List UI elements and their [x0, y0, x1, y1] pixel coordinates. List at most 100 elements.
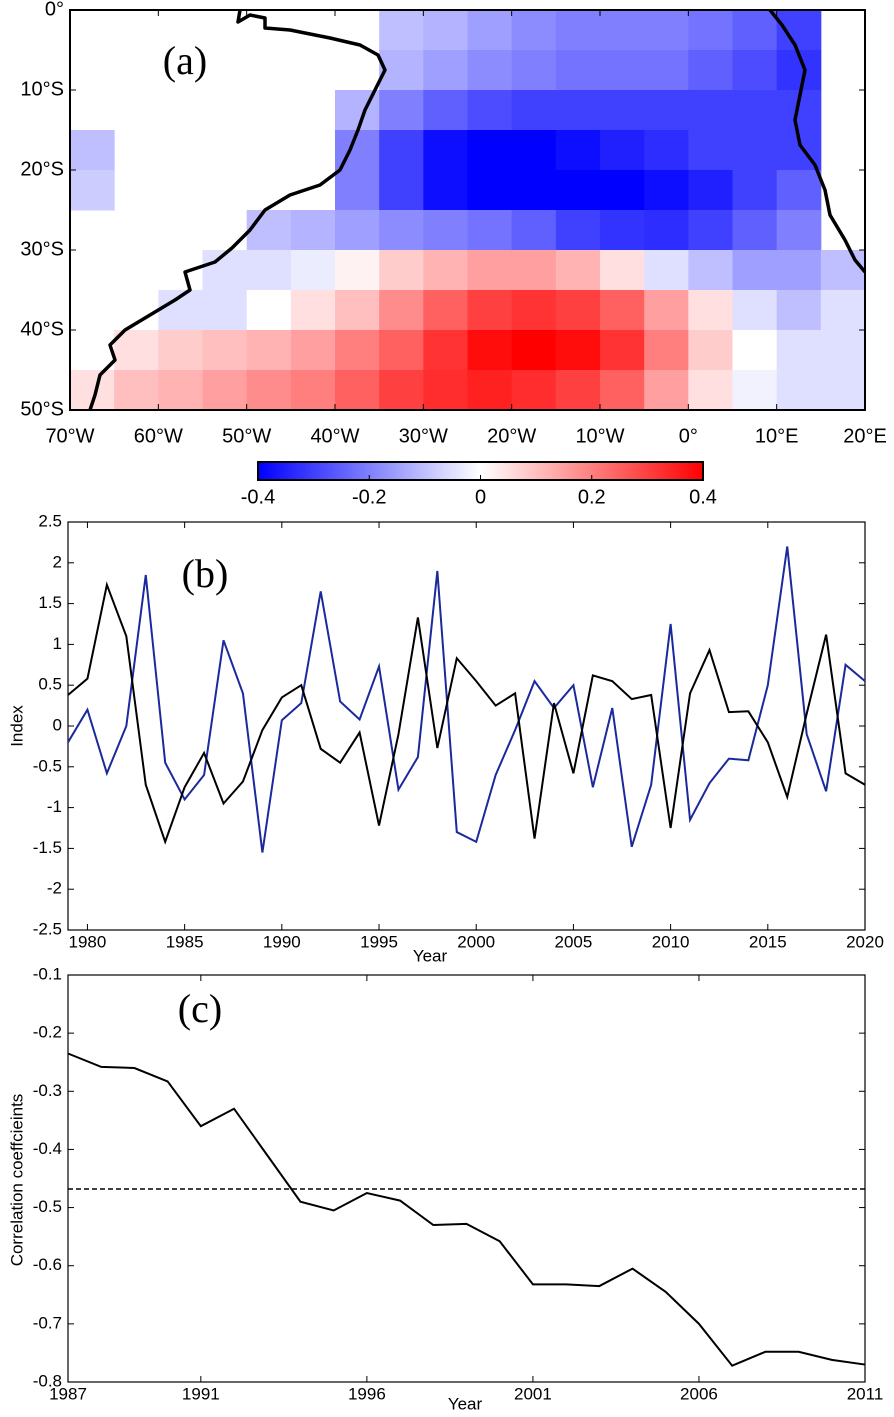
y-tick-label: -2.5: [33, 919, 62, 938]
heat-cell: [555, 370, 601, 411]
x-axis-label: Year: [448, 1394, 483, 1413]
heat-cell: [379, 330, 424, 371]
heat-cell: [379, 170, 424, 211]
heat-cell: [688, 290, 733, 331]
heat-cell: [467, 330, 513, 371]
heat-cell: [820, 330, 866, 371]
heat-cell: [732, 170, 778, 211]
heat-cell: [688, 50, 733, 91]
heat-cell: [600, 170, 645, 211]
heat-cell: [555, 290, 601, 331]
heat-cell: [820, 370, 866, 411]
heat-cell: [379, 290, 424, 331]
heat-cell: [423, 90, 468, 131]
heat-cell: [776, 290, 822, 331]
y-tick-label: -2: [47, 879, 62, 898]
y-tick-label: 10°S: [20, 78, 64, 100]
heat-cell: [776, 170, 822, 211]
heat-cell: [555, 130, 601, 171]
y-tick-label: -0.4: [33, 1139, 62, 1158]
heat-cell: [600, 290, 645, 331]
heat-cell: [114, 330, 159, 371]
heat-cell: [379, 210, 424, 251]
heat-cell: [688, 130, 733, 171]
heat-cell: [379, 250, 424, 291]
heat-cell: [290, 370, 336, 411]
x-tick-label: 1990: [263, 932, 301, 951]
x-tick-label: 40°W: [310, 425, 359, 447]
y-tick-label: -0.5: [33, 1197, 62, 1216]
x-tick-label: 2011: [847, 1384, 884, 1403]
y-tick-label: 1.5: [38, 593, 62, 612]
heat-cell: [379, 370, 424, 411]
heat-cell: [688, 330, 733, 371]
heat-cell: [467, 10, 513, 51]
heat-cell: [600, 370, 645, 411]
heat-cell: [600, 130, 645, 171]
heat-cell: [600, 10, 645, 51]
heat-cell: [644, 290, 689, 331]
heat-cell: [600, 50, 645, 91]
heat-cell: [688, 10, 733, 51]
heat-cell: [467, 170, 513, 211]
x-tick-label: 1991: [182, 1384, 220, 1403]
y-tick-label: 1: [53, 634, 62, 653]
heat-cell: [246, 250, 292, 291]
y-tick-label: -0.2: [33, 1023, 62, 1042]
x-tick-label: 1987: [49, 1384, 87, 1403]
heat-cell: [70, 170, 115, 211]
plot-frame: [69, 9, 866, 411]
heat-cell: [114, 370, 159, 411]
heat-cell: [732, 90, 778, 131]
heat-cell: [467, 50, 513, 91]
y-tick-label: -0.8: [33, 1371, 62, 1390]
heat-cell: [688, 370, 733, 411]
heat-cell: [290, 250, 336, 291]
y-axis-label: Index: [7, 705, 26, 747]
heat-cell: [555, 90, 601, 131]
heat-cell: [555, 10, 601, 51]
x-tick-label: 2000: [457, 932, 495, 951]
heat-cell: [776, 250, 822, 291]
heat-cell: [379, 130, 424, 171]
colorbar-tick-label: 0.4: [689, 486, 717, 508]
heat-cell: [688, 250, 733, 291]
heat-cell: [644, 10, 689, 51]
heat-cell: [202, 250, 248, 291]
heat-cell: [555, 330, 601, 371]
heat-cell: [423, 50, 468, 91]
heat-cell: [732, 130, 778, 171]
heat-cell: [290, 290, 336, 331]
heat-cell: [158, 370, 203, 411]
heat-cell: [511, 50, 557, 91]
heat-cell: [732, 210, 778, 251]
line-series: [67, 1052, 866, 1367]
heat-cell: [600, 90, 645, 131]
heat-cell: [732, 290, 778, 331]
y-tick-label: -0.3: [33, 1081, 62, 1100]
heat-cell: [511, 10, 557, 51]
heat-cell: [70, 130, 115, 171]
x-tick-label: 2020: [846, 932, 884, 951]
x-tick-label: 2010: [652, 932, 690, 951]
heat-cell: [776, 210, 822, 251]
heat-cell: [820, 250, 866, 291]
x-tick-label: 1996: [348, 1384, 386, 1403]
heat-cell: [644, 130, 689, 171]
colorbar-tick-label: 0: [475, 486, 486, 508]
y-tick-label: -0.5: [33, 756, 62, 775]
y-tick-label: -1.5: [33, 838, 62, 857]
heat-cell: [202, 370, 248, 411]
heat-cell: [467, 250, 513, 291]
heat-cell: [290, 330, 336, 371]
y-tick-label: -0.6: [33, 1255, 62, 1274]
y-tick-label: 20°S: [20, 158, 64, 180]
heat-cell: [467, 370, 513, 411]
heat-cell: [776, 330, 822, 371]
heat-cell: [732, 250, 778, 291]
heat-cell: [202, 330, 248, 371]
x-tick-label: 1985: [166, 932, 204, 951]
y-tick-label: 30°S: [20, 238, 64, 260]
heat-cell: [511, 90, 557, 131]
colorbar-tick-label: -0.4: [241, 486, 275, 508]
